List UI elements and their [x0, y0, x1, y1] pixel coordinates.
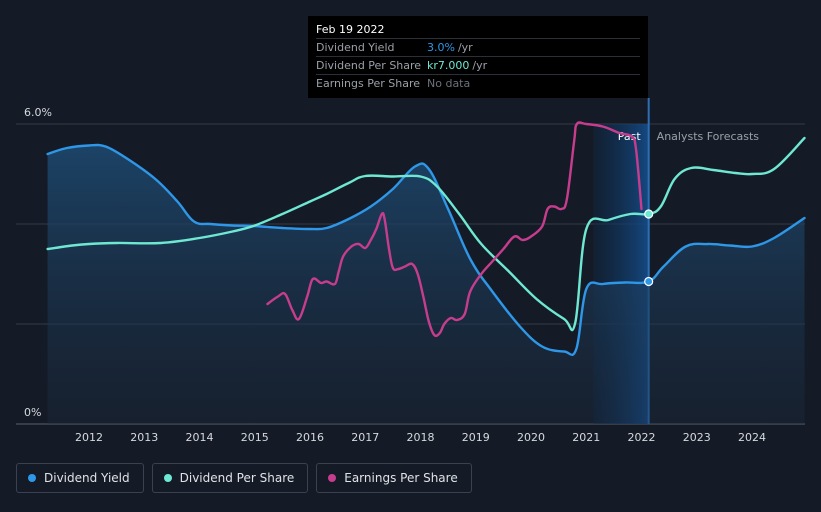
legend-label: Earnings Per Share [344, 471, 458, 485]
x-tick-label: 2022 [628, 431, 656, 444]
legend-item-earnings-per-share[interactable]: Earnings Per Share [316, 463, 472, 493]
legend-label: Dividend Per Share [179, 471, 295, 485]
legend: Dividend Yield Dividend Per Share Earnin… [16, 463, 472, 493]
tooltip-value: 3.0% [427, 41, 455, 54]
x-tick-label: 2013 [130, 431, 158, 444]
tooltip-label: Earnings Per Share [316, 77, 421, 90]
legend-dot-icon [328, 474, 337, 482]
tooltip-unit: /yr [472, 59, 488, 72]
tooltip-value: No data [427, 77, 471, 90]
x-tick-label: 2023 [683, 431, 711, 444]
legend-dot-icon [163, 474, 172, 482]
dividend-per-share-line [46, 136, 806, 332]
tooltip-label: Dividend Yield [316, 41, 395, 54]
y-tick-label: 6.0% [24, 106, 52, 119]
tooltip-value: kr7.000 [427, 59, 470, 72]
x-tick-label: 2017 [351, 431, 379, 444]
tooltip-label: Dividend Per Share [316, 59, 422, 72]
x-tick-label: 2015 [241, 431, 269, 444]
forecast-label: Analysts Forecasts [657, 130, 760, 143]
x-tick-label: 2012 [75, 431, 103, 444]
highlight-point [644, 276, 654, 287]
x-tick-label: 2016 [296, 431, 324, 444]
dividend-yield-area [47, 144, 805, 424]
legend-item-dividend-yield[interactable]: Dividend Yield [16, 463, 144, 493]
earnings-per-share-line [266, 121, 643, 338]
tooltip-row-dividend-per-share: Dividend Per Share kr7.000 /yr [316, 56, 640, 74]
y-tick-label: 0% [24, 406, 41, 419]
legend-dot-icon [28, 474, 36, 482]
tooltip-row-dividend-yield: Dividend Yield 3.0% /yr [316, 38, 640, 56]
x-tick-label: 2019 [462, 431, 490, 444]
dividend-yield-line [46, 143, 806, 357]
legend-label: Dividend Yield [44, 471, 130, 485]
tooltip-unit: /yr [457, 41, 473, 54]
x-tick-label: 2018 [407, 431, 435, 444]
x-tick-label: 2020 [517, 431, 545, 444]
tooltip-date: Feb 19 2022 [316, 23, 385, 36]
legend-item-dividend-per-share[interactable]: Dividend Per Share [151, 463, 309, 493]
x-tick-label: 2021 [572, 431, 600, 444]
x-tick-label: 2014 [186, 431, 214, 444]
highlight-point [644, 209, 654, 219]
tooltip-row-earnings-per-share: Earnings Per Share No data [316, 74, 640, 92]
x-tick-label: 2024 [738, 431, 766, 444]
tooltip: Feb 19 2022 Dividend Yield 3.0% /yr Divi… [308, 16, 648, 98]
